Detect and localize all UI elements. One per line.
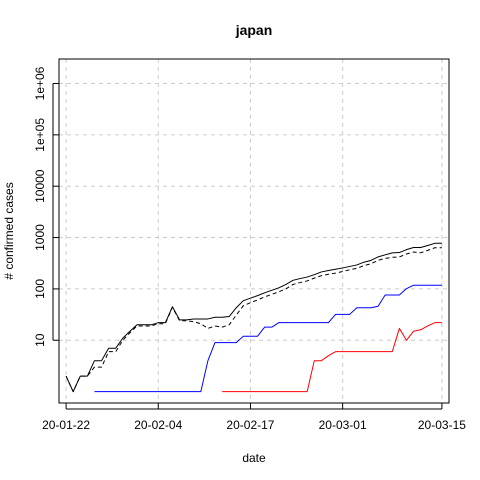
x-axis-label: date [242,451,266,465]
chart-title: japan [235,22,273,38]
series-line-4 [222,322,442,393]
y-axis-label: # confirmed cases [2,182,16,279]
y-tick-label: 1e+05 [33,118,47,152]
series-group [65,242,442,393]
x-tick-label: 20-03-15 [418,418,466,432]
series-line-2 [65,247,442,393]
y-tick-label: 1e+06 [33,66,47,100]
y-tick-label: 10 [33,333,47,347]
x-tick-label: 20-03-01 [319,418,367,432]
x-tick-label: 20-02-04 [134,418,182,432]
y-tick-label: 100 [33,279,47,299]
series-line-3 [94,284,442,393]
x-tick-label: 20-02-17 [226,418,274,432]
series-line-1 [65,242,442,393]
y-tick-label: 1000 [33,224,47,251]
axes: 20-01-22 20-02-04 20-02-17 20-03-01 20-03-15… [33,66,466,432]
y-tick-label: 10000 [33,169,47,203]
grid [59,59,449,403]
x-tick-label: 20-01-22 [42,418,90,432]
plot-frame [58,58,450,404]
